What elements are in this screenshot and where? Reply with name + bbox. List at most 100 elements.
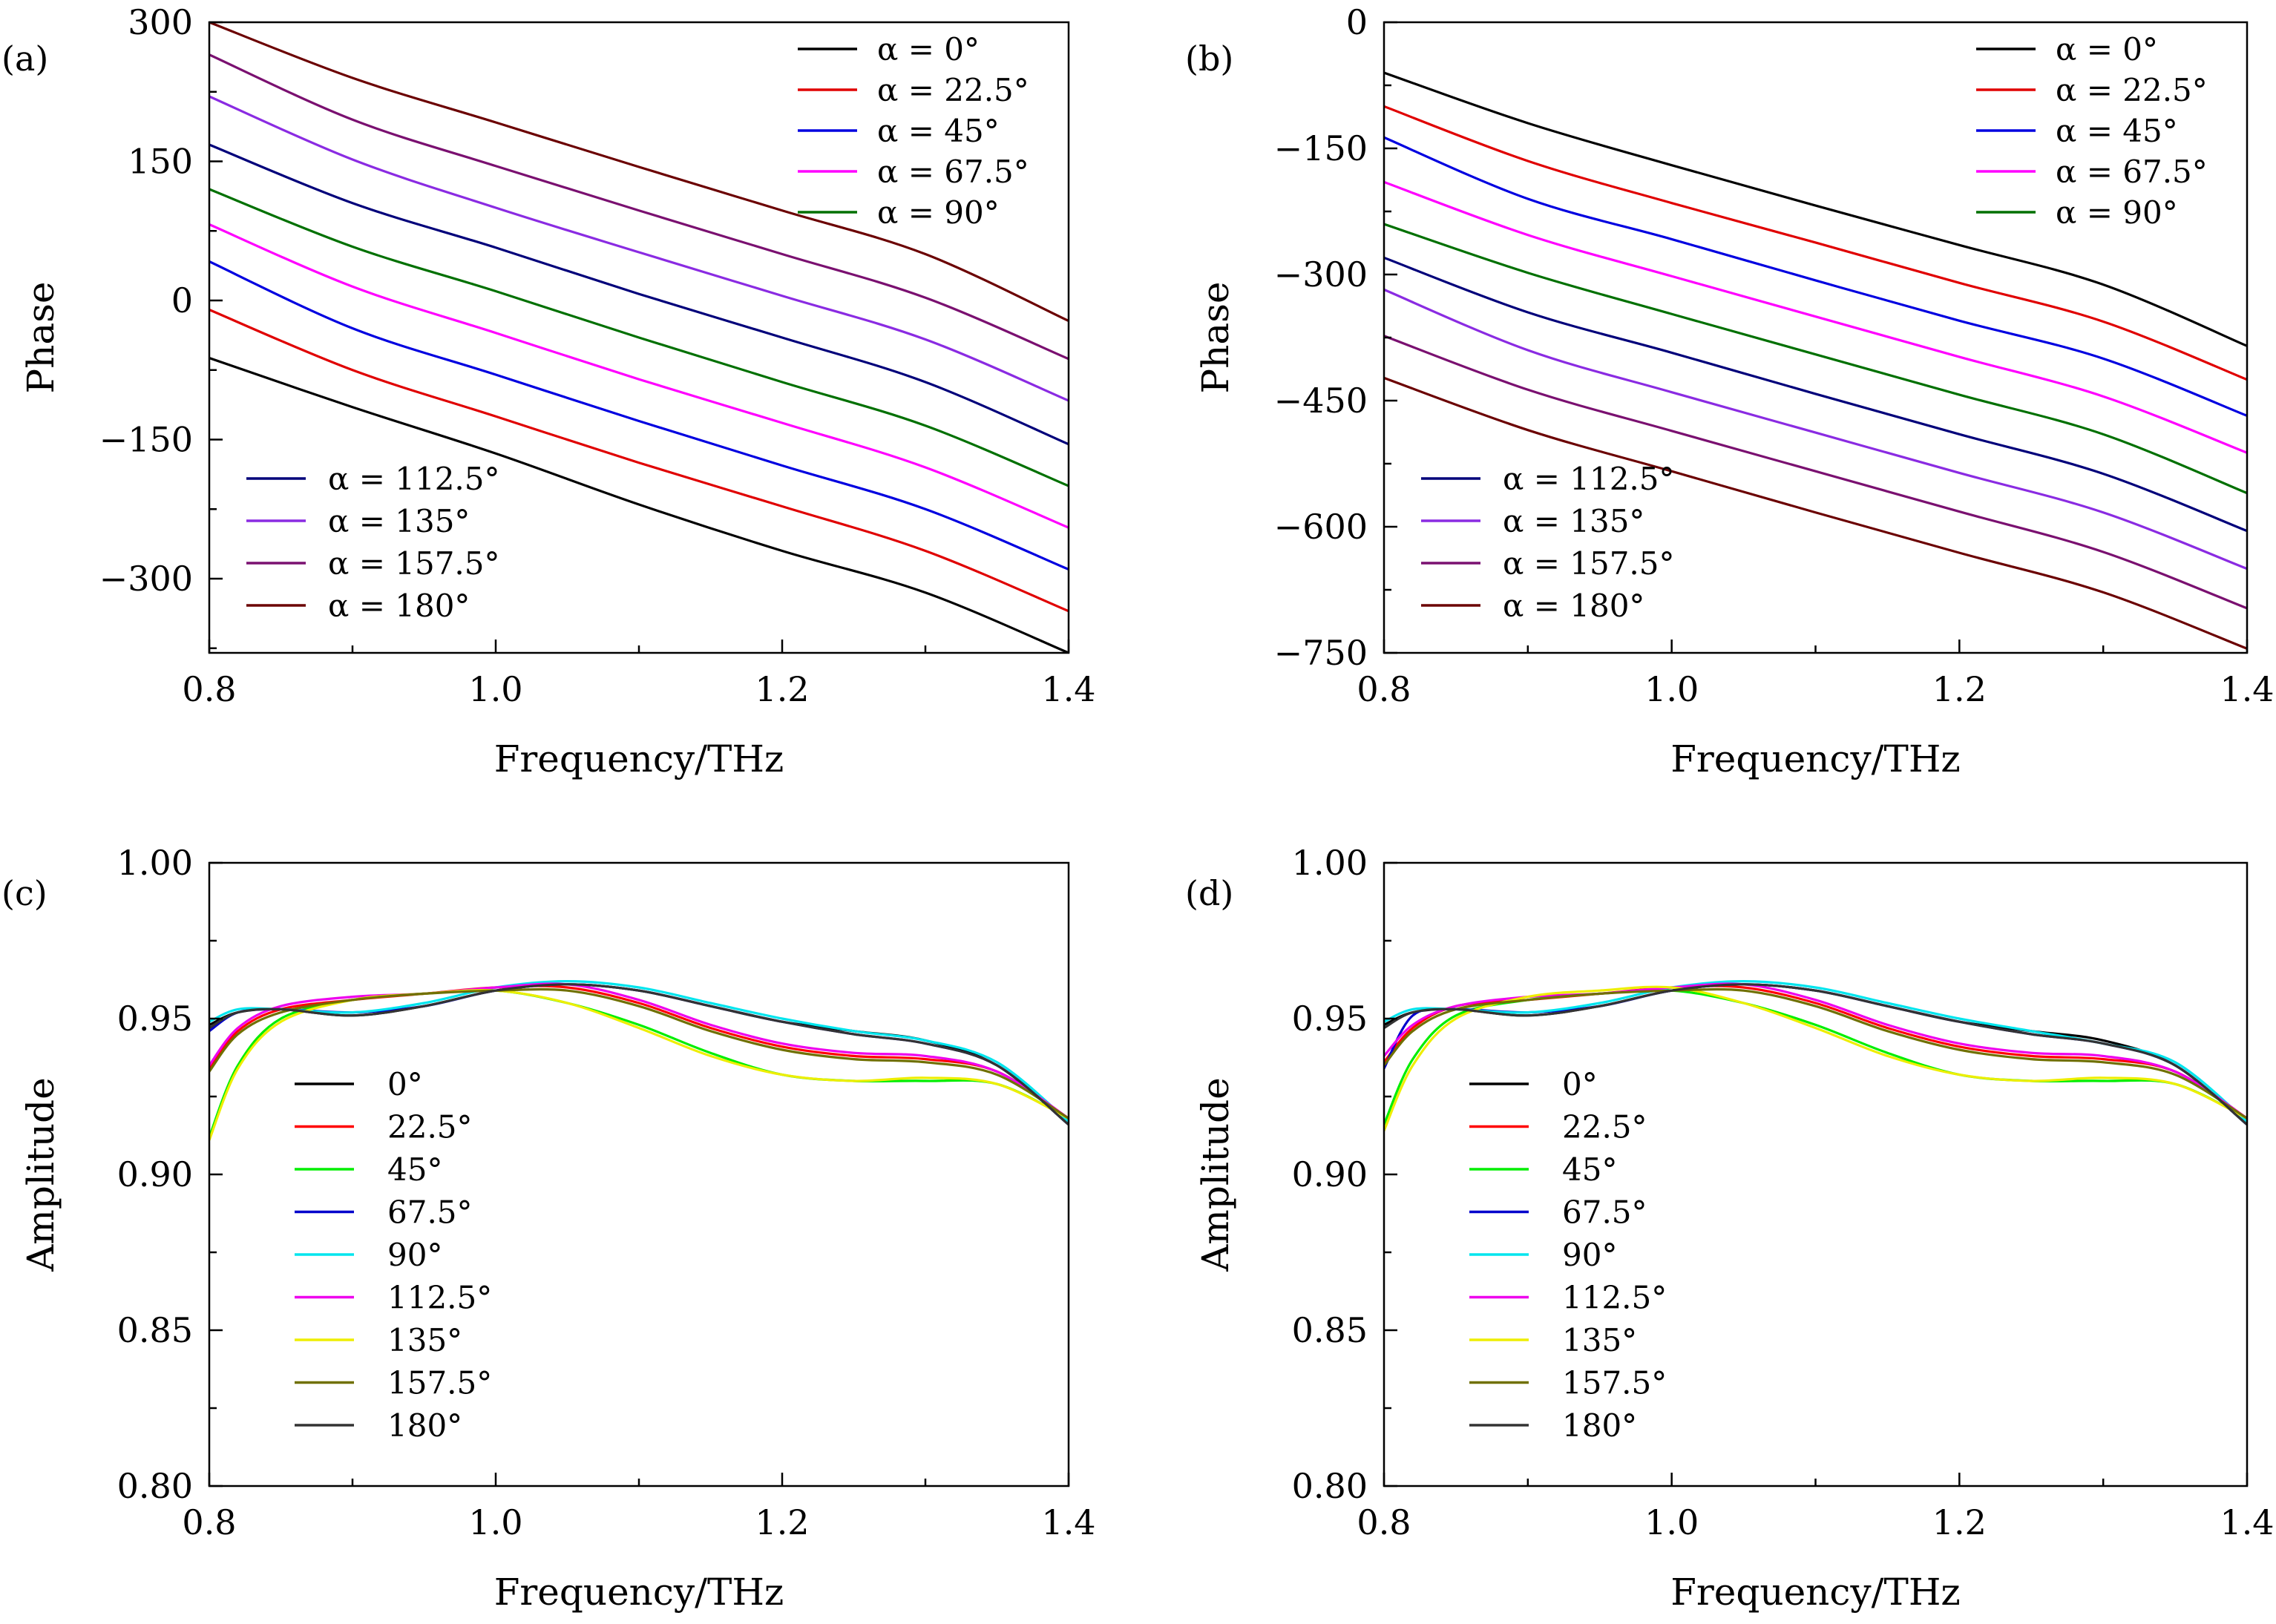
series-line [1384, 223, 2247, 495]
legend-label: α = 0° [2056, 31, 2158, 68]
y-tick-label: −150 [1274, 128, 1368, 168]
y-tick-label: 0.85 [117, 1310, 193, 1350]
legend-bottom-left: α = 112.5° α = 135° α = 157.5° α = 180° [1421, 461, 1675, 624]
legend-label: 0° [387, 1066, 423, 1102]
legend-label: α = 22.5° [877, 72, 1029, 108]
series-line [1384, 71, 2247, 347]
series-line [209, 143, 1069, 446]
y-tick-label: 0.80 [1292, 1466, 1368, 1506]
y-axis-label: Phase [1194, 282, 1237, 394]
legend-label: α = 157.5° [1503, 545, 1675, 582]
series-line [1384, 987, 2247, 1120]
panel-label: (a) [1, 39, 48, 79]
legend-bottom-left: α = 112.5° α = 135° α = 157.5° α = 180° [246, 461, 500, 624]
legend-label: α = 157.5° [328, 545, 500, 582]
y-tick-label: −750 [1274, 633, 1368, 673]
legend-top-right: α = 0° α = 22.5° α = 45° α = 67.5° α = 90° [1976, 31, 2208, 231]
panel-label: (b) [1185, 39, 1233, 79]
series-group [1384, 71, 2247, 650]
legend-label: 90° [1562, 1237, 1617, 1273]
legend-label: α = 112.5° [328, 461, 500, 497]
y-tick-label: 0.90 [1292, 1154, 1368, 1194]
series-line [209, 989, 1069, 1141]
y-axis-label: Amplitude [19, 1077, 62, 1272]
legend-label: 90° [387, 1237, 442, 1273]
chart-panel-d: (d) 0.8 1.0 1.2 1.4 1.00 0.95 0.90 0.85 0.80 Frequ… [1185, 843, 2275, 1614]
panel-label: (c) [1, 873, 47, 913]
series-line [1384, 982, 2247, 1120]
legend-label: 157.5° [1562, 1365, 1667, 1401]
series-line [209, 984, 1069, 1120]
x-tick-label: 1.4 [2220, 1502, 2274, 1542]
legend-label: 112.5° [1562, 1280, 1667, 1316]
series-line [1384, 985, 2247, 1131]
legend-left: 0° 22.5° 45° 67.5° 90° 112.5° 135° 157.5° 180° [295, 1066, 492, 1444]
legend-label: 22.5° [1562, 1109, 1647, 1145]
x-axis-label: Frequency/THz [494, 1571, 784, 1614]
legend-label: 112.5° [387, 1280, 492, 1316]
legend-label: 180° [387, 1407, 462, 1444]
x-tick-label: 1.2 [1932, 669, 1987, 709]
legend-label: 67.5° [1562, 1194, 1647, 1231]
legend-label: 0° [1562, 1066, 1598, 1102]
series-line [1384, 105, 2247, 381]
series-line [209, 982, 1069, 1120]
legend-label: 157.5° [387, 1365, 492, 1401]
legend-label: 45° [1562, 1151, 1617, 1188]
x-tick-label: 1.0 [468, 669, 522, 709]
y-tick-label: −600 [1274, 507, 1368, 547]
series-line [209, 309, 1069, 613]
legend-top-right: α = 0° α = 22.5° α = 45° α = 67.5° α = 90° [798, 31, 1029, 231]
series-line [1384, 136, 2247, 417]
series-line [209, 188, 1069, 487]
x-tick-label: 1.4 [2220, 669, 2274, 709]
y-tick-label: 0.85 [1292, 1310, 1368, 1350]
y-axis-label: Phase [19, 282, 62, 394]
x-tick-label: 1.4 [1041, 1502, 1095, 1542]
series-line [1384, 335, 2247, 610]
series-line [1384, 180, 2247, 454]
legend-label: α = 45° [877, 113, 1000, 149]
legend-label: 45° [387, 1151, 442, 1188]
plot-frame [208, 861, 1070, 1487]
legend-label: 135° [387, 1322, 462, 1358]
y-tick-label: −300 [99, 559, 193, 599]
legend-label: α = 0° [877, 31, 980, 68]
x-tick-label: 0.8 [182, 1502, 236, 1542]
x-tick-label: 1.0 [1644, 669, 1699, 709]
series-group [1384, 979, 2247, 1131]
plot-frame [1383, 861, 2249, 1487]
series-line [209, 22, 1069, 322]
series-line [209, 979, 1069, 1122]
y-tick-label: −300 [1274, 254, 1368, 295]
series-line [209, 989, 1069, 1138]
x-tick-label: 0.8 [1357, 669, 1411, 709]
legend-label: α = 180° [1503, 588, 1644, 624]
y-tick-label: 1.00 [1292, 843, 1368, 883]
legend-label: α = 22.5° [2056, 72, 2208, 108]
legend-label: α = 90° [877, 194, 1000, 231]
series-line [1384, 288, 2247, 571]
series-line [1384, 989, 2247, 1125]
legend-label: α = 180° [328, 588, 470, 624]
x-tick-label: 1.2 [755, 669, 809, 709]
y-tick-label: 0.95 [117, 999, 193, 1039]
legend-label: α = 90° [2056, 194, 2178, 231]
series-line [209, 983, 1069, 1126]
x-tick-label: 1.2 [1932, 1502, 1987, 1542]
y-tick-label: −450 [1274, 381, 1368, 421]
legend-label: α = 67.5° [877, 154, 1029, 190]
series-line [209, 53, 1069, 361]
legend-label: α = 135° [1503, 503, 1644, 539]
legend-label: 22.5° [387, 1109, 473, 1145]
series-line [1384, 376, 2247, 650]
x-tick-label: 1.0 [468, 1502, 522, 1542]
x-tick-label: 0.8 [182, 669, 236, 709]
y-axis-label: Amplitude [1194, 1077, 1237, 1272]
series-line [1384, 983, 2247, 1126]
x-axis-label: Frequency/THz [1670, 1571, 1961, 1614]
legend-label: 180° [1562, 1407, 1637, 1444]
legend-left: 0° 22.5° 45° 67.5° 90° 112.5° 135° 157.5° 180° [1469, 1066, 1667, 1444]
legend-label: α = 112.5° [1503, 461, 1675, 497]
